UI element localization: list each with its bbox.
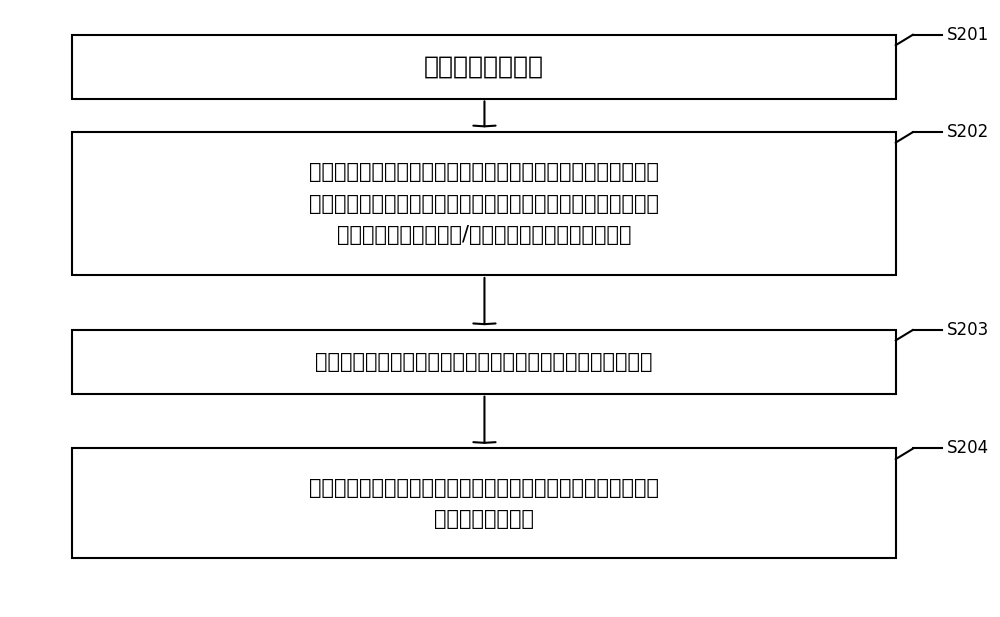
Bar — [72, 132, 896, 275]
Text: S202: S202 — [947, 123, 989, 141]
Text: 判断发动机的参数变化数据与曲轴箱的压力变化数据是否匹配: 判断发动机的参数变化数据与曲轴箱的压力变化数据是否匹配 — [315, 352, 653, 372]
Text: S203: S203 — [947, 321, 989, 339]
Text: 当发动机的参数变化数据与曲轴箱的压力变化数据不匹配时，确
定曲轴箱发生故障: 当发动机的参数变化数据与曲轴箱的压力变化数据不匹配时，确 定曲轴箱发生故障 — [309, 478, 659, 529]
Text: 当发动机的工况为瞬态工况时，获取该发动机的参数变化数据以
及曲轴箱的压力变化数据，其中，发动机的参数变化数据包括发
动机的转速变化数据和/或发动机的进气压力变化: 当发动机的工况为瞬态工况时，获取该发动机的参数变化数据以 及曲轴箱的压力变化数据… — [309, 162, 659, 245]
Bar — [72, 35, 896, 99]
Text: S204: S204 — [947, 439, 989, 457]
Text: S201: S201 — [947, 25, 989, 44]
Text: 确定发动机的工况: 确定发动机的工况 — [424, 54, 544, 78]
Bar — [72, 330, 896, 394]
Bar — [72, 449, 896, 558]
